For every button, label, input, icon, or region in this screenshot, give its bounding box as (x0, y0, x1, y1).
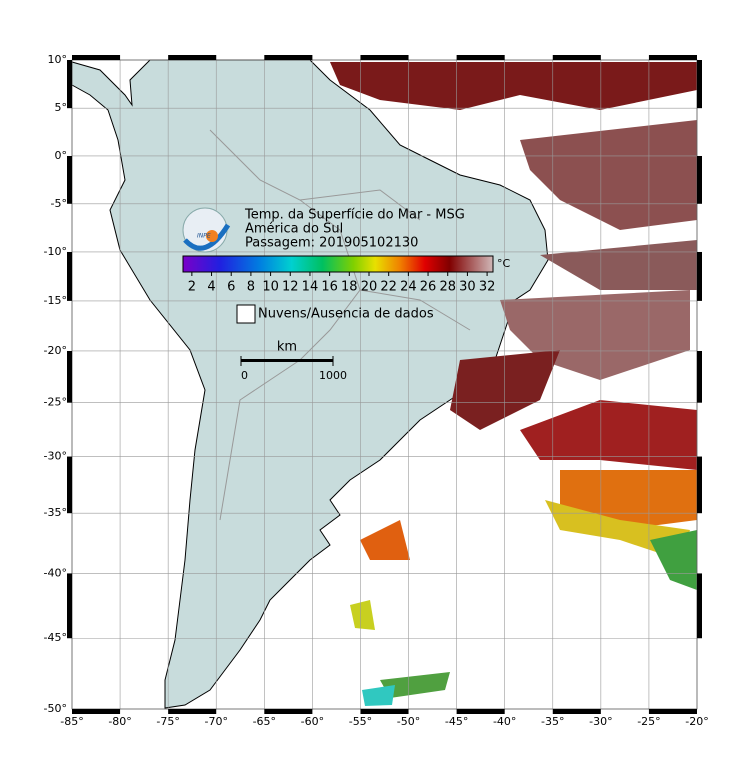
borders (209, 129, 471, 521)
y-tick-label: -5° (51, 197, 67, 210)
frame-segment (72, 55, 121, 60)
frame-segment (67, 573, 72, 639)
y-tick-label: -10° (44, 245, 67, 258)
frame-segment (72, 709, 121, 714)
y-tick-label: 0° (55, 149, 68, 162)
x-tick-label: -55° (349, 715, 372, 728)
frame-segment (648, 55, 697, 60)
title-line: Passagem: 201905102130 (245, 236, 418, 251)
x-tick-label: -20° (685, 715, 708, 728)
frame-segment (697, 456, 702, 514)
logo-arrow (183, 223, 231, 251)
frame-segment (360, 55, 409, 60)
colorbar (182, 255, 494, 273)
scale-unit: km (277, 340, 297, 355)
title-line: Temp. da Superfície do Mar - MSG (244, 208, 465, 223)
x-tick-label: -85° (60, 715, 83, 728)
frame-segment (456, 55, 505, 60)
y-tick-label: -15° (44, 294, 67, 307)
legend-label: Nuvens/Ausencia de dados (258, 307, 434, 322)
x-tick-label: -70° (204, 715, 227, 728)
y-tick-label: -25° (44, 396, 67, 409)
scale-ticks: 0 1000 (240, 356, 347, 382)
logo: INPE (182, 207, 231, 253)
scale-bar (241, 359, 333, 362)
logo-sun (206, 230, 218, 242)
frame-segment (697, 155, 702, 204)
y-tick-label: -45° (44, 631, 67, 644)
colorbar-tick-label: 26 (420, 280, 437, 295)
title-line: América do Sul (245, 222, 343, 237)
colorbar-tick-label: 20 (361, 280, 378, 295)
x-tick-label: -35° (541, 715, 564, 728)
x-tick-label: -65° (253, 715, 276, 728)
frame: -85° -80° -75° -70° -65° -60° -55° -50° -45° -40°… (44, 53, 709, 728)
frame-segment (168, 55, 217, 60)
colorbar-tick-label: 32 (479, 280, 496, 295)
colorbar-tick-label: 4 (207, 280, 215, 295)
scale-tick-label: 0 (241, 369, 248, 382)
frame-segment (67, 251, 72, 301)
legend-swatch (236, 304, 256, 324)
x-tick-label: -30° (589, 715, 612, 728)
frame-segment (697, 573, 702, 639)
y-tick-label: -35° (44, 506, 67, 519)
y-tick-label: -50° (44, 702, 67, 715)
y-tick-label: 5° (55, 101, 68, 114)
y-tick-label: -20° (44, 344, 67, 357)
frame-segment (264, 709, 313, 714)
colorbar-tick-label: 12 (282, 280, 299, 295)
x-tick-label: -80° (108, 715, 131, 728)
frame-segment (697, 350, 702, 403)
logo-text: INPE (197, 233, 211, 240)
colorbar-tick-label: 28 (439, 280, 456, 295)
frame-segment (360, 709, 409, 714)
frame-segment (552, 55, 601, 60)
colorbar-tick-label: 16 (321, 280, 338, 295)
y-tick-label: -30° (44, 450, 67, 463)
x-tick-label: -75° (156, 715, 179, 728)
frame-segment (648, 709, 697, 714)
frame-segment (67, 350, 72, 403)
x-tick-label: -60° (301, 715, 324, 728)
frame-segment (67, 456, 72, 514)
colorbar-tick-label: 24 (400, 280, 417, 295)
x-tick-label: -40° (493, 715, 516, 728)
frame-segment (264, 55, 313, 60)
colorbar-tick-label: 30 (459, 280, 476, 295)
colorbar-tick-label: 6 (227, 280, 235, 295)
frame-segment (456, 709, 505, 714)
frame-segment (168, 709, 217, 714)
colorbar-tick-label: 8 (247, 280, 255, 295)
y-tick-label: -40° (44, 566, 67, 579)
frame-segment (552, 709, 601, 714)
colorbar-unit: °C (497, 257, 511, 270)
x-tick-label: -45° (445, 715, 468, 728)
colorbar-tick-label: 2 (188, 280, 196, 295)
frame-segment (697, 60, 702, 109)
sst-patches (330, 62, 697, 706)
colorbar-tick-label: 14 (302, 280, 319, 295)
colorbar-tick-label: 18 (341, 280, 358, 295)
x-tick-label: -25° (637, 715, 660, 728)
x-tick-label: -50° (397, 715, 420, 728)
frame-segment (67, 60, 72, 109)
scale-tick-label: 1000 (319, 369, 347, 382)
frame-segment (697, 251, 702, 301)
colorbar-tick-label: 22 (380, 280, 397, 295)
frame-segment (67, 155, 72, 204)
y-tick-label: 10° (48, 53, 68, 66)
colorbar-tick-label: 10 (262, 280, 279, 295)
colorbar-ticks: 2 4 6 8 10 12 14 16 18 20 22 24 26 28 30 32 (188, 272, 496, 295)
